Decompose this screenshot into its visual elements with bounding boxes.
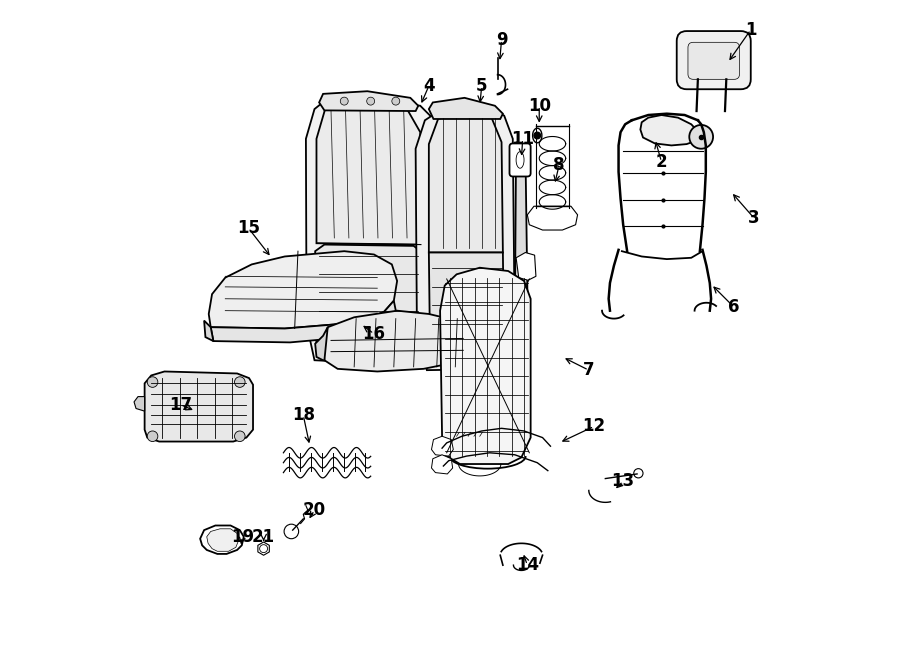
Circle shape [392,97,400,105]
Circle shape [235,377,245,387]
Text: 9: 9 [496,30,508,49]
Polygon shape [134,397,145,411]
Text: 13: 13 [612,472,634,490]
Polygon shape [440,268,531,464]
Text: 12: 12 [582,417,606,436]
Polygon shape [527,206,578,230]
Polygon shape [145,371,253,442]
Polygon shape [209,251,397,329]
Polygon shape [469,327,483,350]
FancyBboxPatch shape [509,143,531,176]
Circle shape [148,377,157,387]
Polygon shape [204,321,213,341]
Polygon shape [207,529,238,551]
Circle shape [235,431,245,442]
Text: 19: 19 [231,527,254,546]
Polygon shape [323,311,470,371]
Polygon shape [516,253,536,280]
Circle shape [689,125,713,149]
Text: 14: 14 [516,556,539,574]
Text: 2: 2 [656,153,667,171]
Polygon shape [258,542,269,555]
Polygon shape [431,455,453,474]
Text: 15: 15 [237,219,260,237]
Polygon shape [506,142,528,370]
Text: 5: 5 [476,77,488,95]
Polygon shape [306,94,434,365]
Polygon shape [200,525,244,554]
Circle shape [148,431,157,442]
FancyBboxPatch shape [677,31,751,89]
Text: 18: 18 [292,406,315,424]
Polygon shape [416,106,515,370]
Circle shape [534,132,541,139]
Text: 21: 21 [252,527,275,546]
Circle shape [340,97,348,105]
Polygon shape [315,327,328,360]
Circle shape [366,97,374,105]
FancyBboxPatch shape [688,42,740,79]
Text: 10: 10 [527,97,551,115]
Polygon shape [428,253,504,360]
Text: 11: 11 [511,130,535,148]
Polygon shape [211,301,396,342]
Polygon shape [317,100,421,245]
Polygon shape [315,245,422,350]
Text: 3: 3 [748,209,760,227]
Text: 7: 7 [583,361,595,379]
Polygon shape [431,436,454,456]
Polygon shape [470,340,493,356]
Text: 1: 1 [745,20,757,39]
Text: 8: 8 [554,156,565,175]
Polygon shape [428,98,503,119]
Text: 6: 6 [728,298,740,317]
Polygon shape [428,111,503,253]
Polygon shape [424,139,446,360]
Text: 17: 17 [168,395,192,414]
Text: 4: 4 [423,77,435,95]
Polygon shape [320,91,419,111]
Text: 20: 20 [303,501,326,520]
Text: 16: 16 [363,325,385,343]
Polygon shape [641,115,700,145]
